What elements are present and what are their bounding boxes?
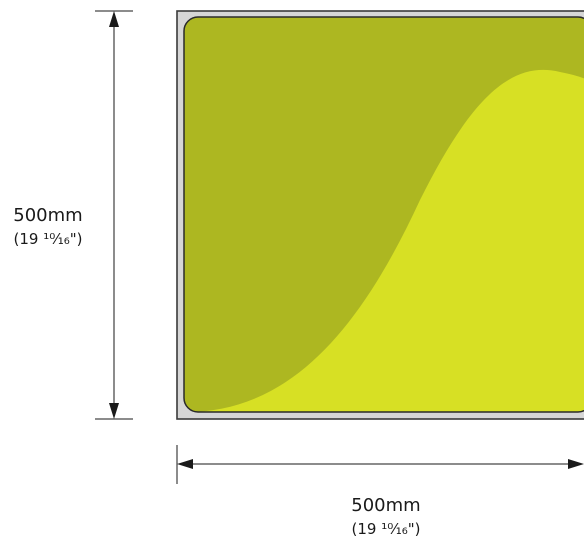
width-arrow-right xyxy=(568,459,584,469)
height-arrow-top xyxy=(109,11,119,27)
panel-artwork xyxy=(184,17,584,412)
height-imperial-text: (19 ¹⁰⁄₁₆") xyxy=(13,230,83,248)
panel-light-wave xyxy=(186,69,584,412)
width-metric-text: 500mm xyxy=(351,495,421,516)
height-metric-text: 500mm xyxy=(13,205,83,226)
width-dimension-line xyxy=(176,445,584,484)
width-arrow-left xyxy=(177,459,193,469)
panel-border xyxy=(183,16,584,413)
width-dimension-label: 500mm (19 ¹⁰⁄₁₆") xyxy=(328,497,444,537)
width-imperial-text: (19 ¹⁰⁄₁₆") xyxy=(351,520,421,538)
height-dimension-label: 500mm (19 ¹⁰⁄₁₆") xyxy=(0,207,96,247)
height-dimension-line xyxy=(95,10,133,420)
height-arrow-bottom xyxy=(109,403,119,419)
